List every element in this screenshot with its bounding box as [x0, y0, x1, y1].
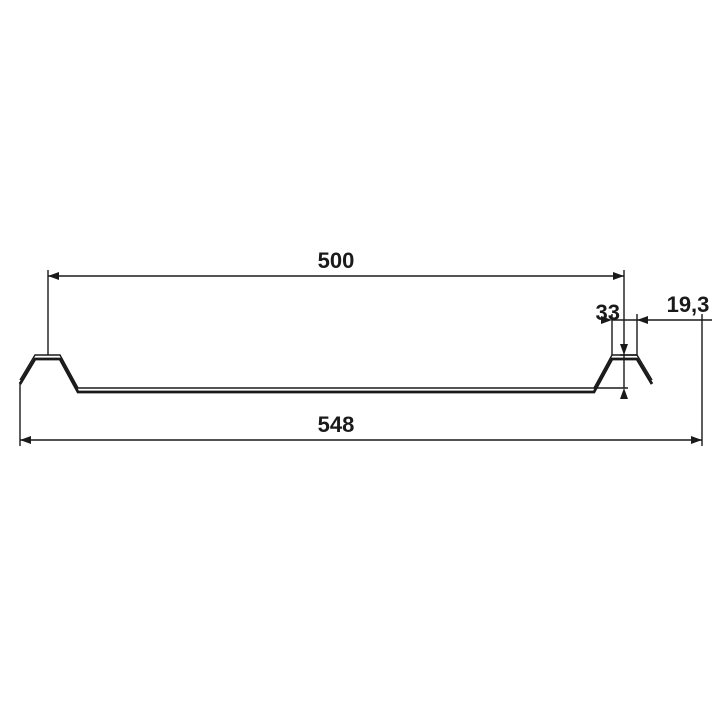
label-548: 548 — [318, 412, 355, 437]
label-500: 500 — [318, 248, 355, 273]
label-33: 33 — [596, 300, 620, 325]
sheet-profile — [20, 355, 652, 392]
label-19-3: 19,3 — [667, 292, 710, 317]
technical-drawing: 500 33 19,3 548 — [0, 0, 725, 725]
dimension-33 — [594, 344, 637, 399]
dimension-500 — [48, 270, 624, 355]
